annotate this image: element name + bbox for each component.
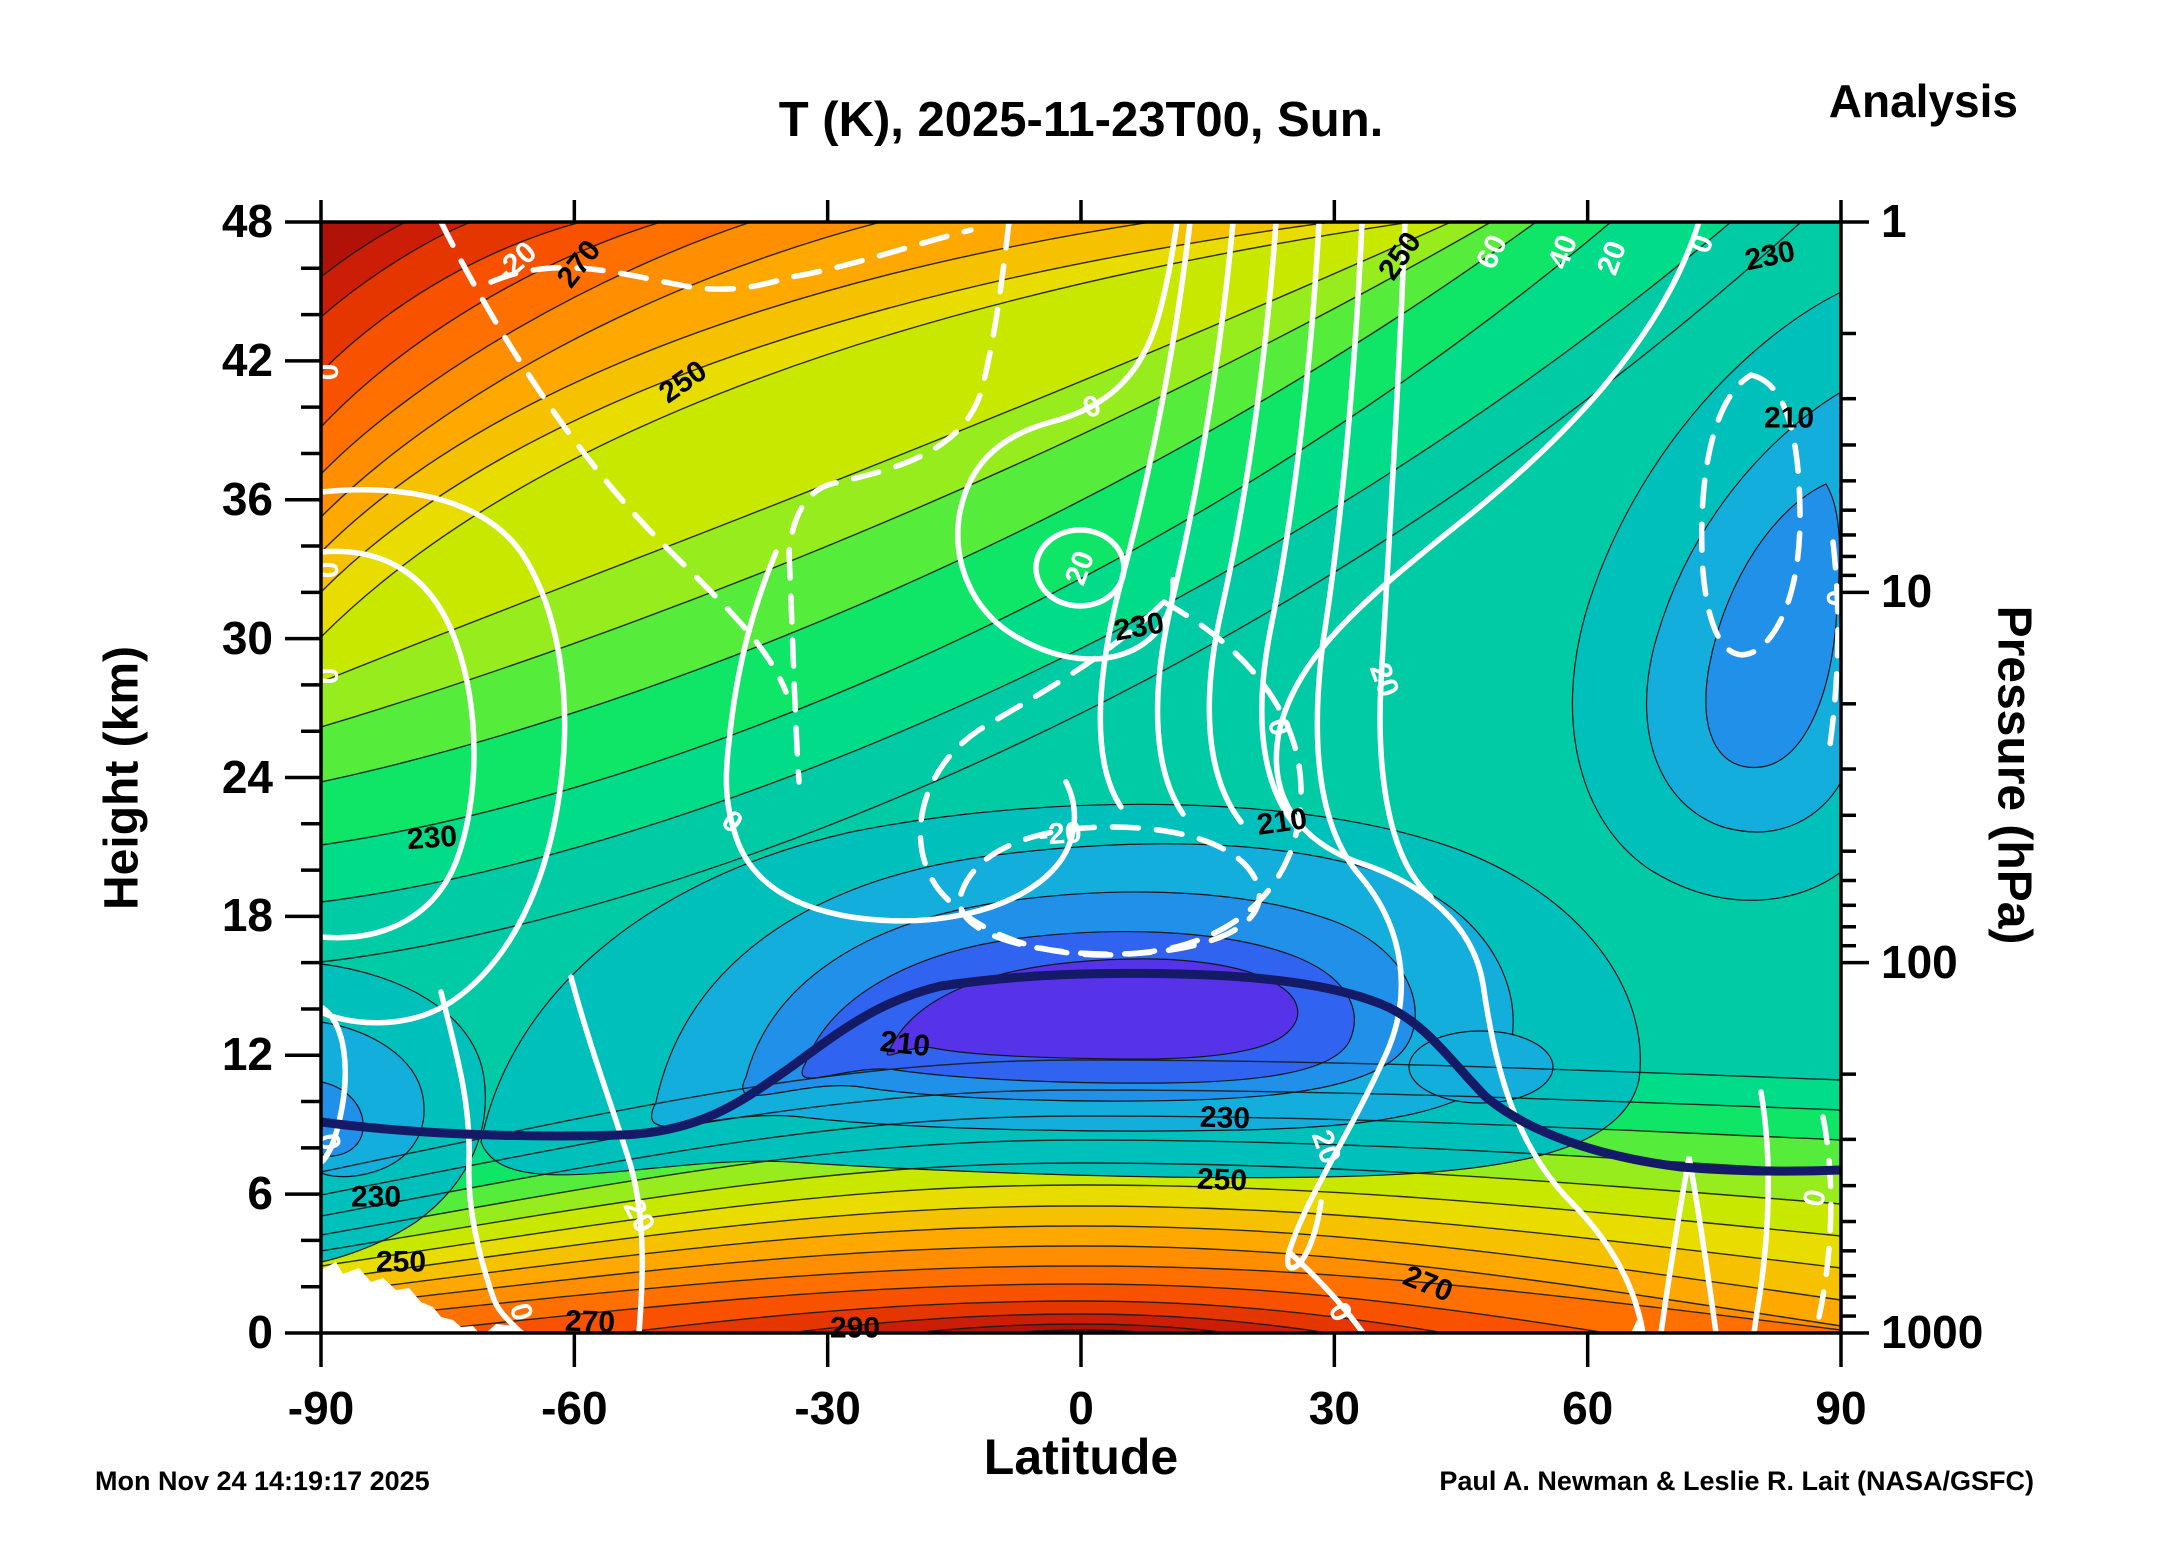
contour-label: 250: [1196, 1163, 1247, 1198]
timestamp: Mon Nov 24 14:19:17 2025: [95, 1466, 430, 1496]
x-tick-label: -60: [541, 1382, 608, 1434]
x-tick-label: 0: [1068, 1382, 1094, 1434]
height-tick-label: 30: [221, 611, 273, 664]
contour-label: -20: [1037, 816, 1083, 852]
wind-contour-lines-dashed: [438, 222, 1841, 1320]
pressure-tick-label: 10: [1881, 565, 1933, 618]
pressure-tick-label: 1: [1881, 195, 1907, 247]
pressure-tick-label: 1000: [1881, 1306, 1984, 1358]
height-axis-ticks: [285, 220, 321, 1335]
height-tick-label: 42: [221, 333, 273, 386]
x-tick-label: -30: [794, 1382, 861, 1434]
contour-label: 0: [311, 364, 344, 381]
contour-label: 210: [1255, 802, 1309, 842]
temp-fill-band: [321, 1324, 1841, 1333]
height-tick-label: 12: [221, 1028, 273, 1081]
height-tick-label: 0: [247, 1306, 273, 1358]
x-tick-label: 30: [1308, 1382, 1360, 1434]
x-tick-label: -90: [287, 1382, 355, 1434]
height-tick-label: 36: [221, 472, 273, 525]
x-tick-label: 90: [1815, 1382, 1867, 1434]
contour-label: 210: [878, 1025, 931, 1063]
temp-contour-lines: [321, 222, 1841, 1333]
cold-pool-right: [1705, 483, 1841, 769]
contour-label: 0: [311, 562, 344, 579]
credit-text: Paul A. Newman & Leslie R. Lait (NASA/GS…: [1439, 1466, 2034, 1496]
contour-label: 0: [1797, 1187, 1832, 1209]
wind-contour-lines: [321, 222, 1771, 1333]
temp-fill-band: [321, 222, 406, 277]
x-axis-title: Latitude: [983, 1429, 1179, 1485]
analysis-label: Analysis: [1828, 75, 2018, 127]
chart-title: T (K), 2025-11-23T00, Sun.: [778, 93, 1384, 147]
pressure-tick-label: 100: [1881, 935, 1958, 988]
contour-label: 250: [376, 1246, 426, 1279]
contour-label: 230: [1199, 1101, 1250, 1136]
contour-label: 230: [351, 1181, 401, 1214]
contour-label: 0: [311, 668, 344, 685]
contour-label: 290: [830, 1312, 880, 1345]
x-tick-label: 60: [1562, 1382, 1614, 1434]
contour-label: 230: [406, 820, 458, 856]
height-tick-label: 6: [247, 1167, 273, 1220]
x-axis-ticks: [319, 200, 1843, 1367]
pressure-axis-ticks: [1841, 220, 1869, 1335]
contour-label: 210: [1764, 402, 1814, 435]
terrain-mask: [321, 1262, 1645, 1333]
tropopause-line: [321, 968, 1841, 1176]
height-tick-label: 18: [221, 889, 273, 942]
height-tick-label: 48: [221, 195, 273, 247]
height-tick-label: 24: [221, 750, 273, 803]
